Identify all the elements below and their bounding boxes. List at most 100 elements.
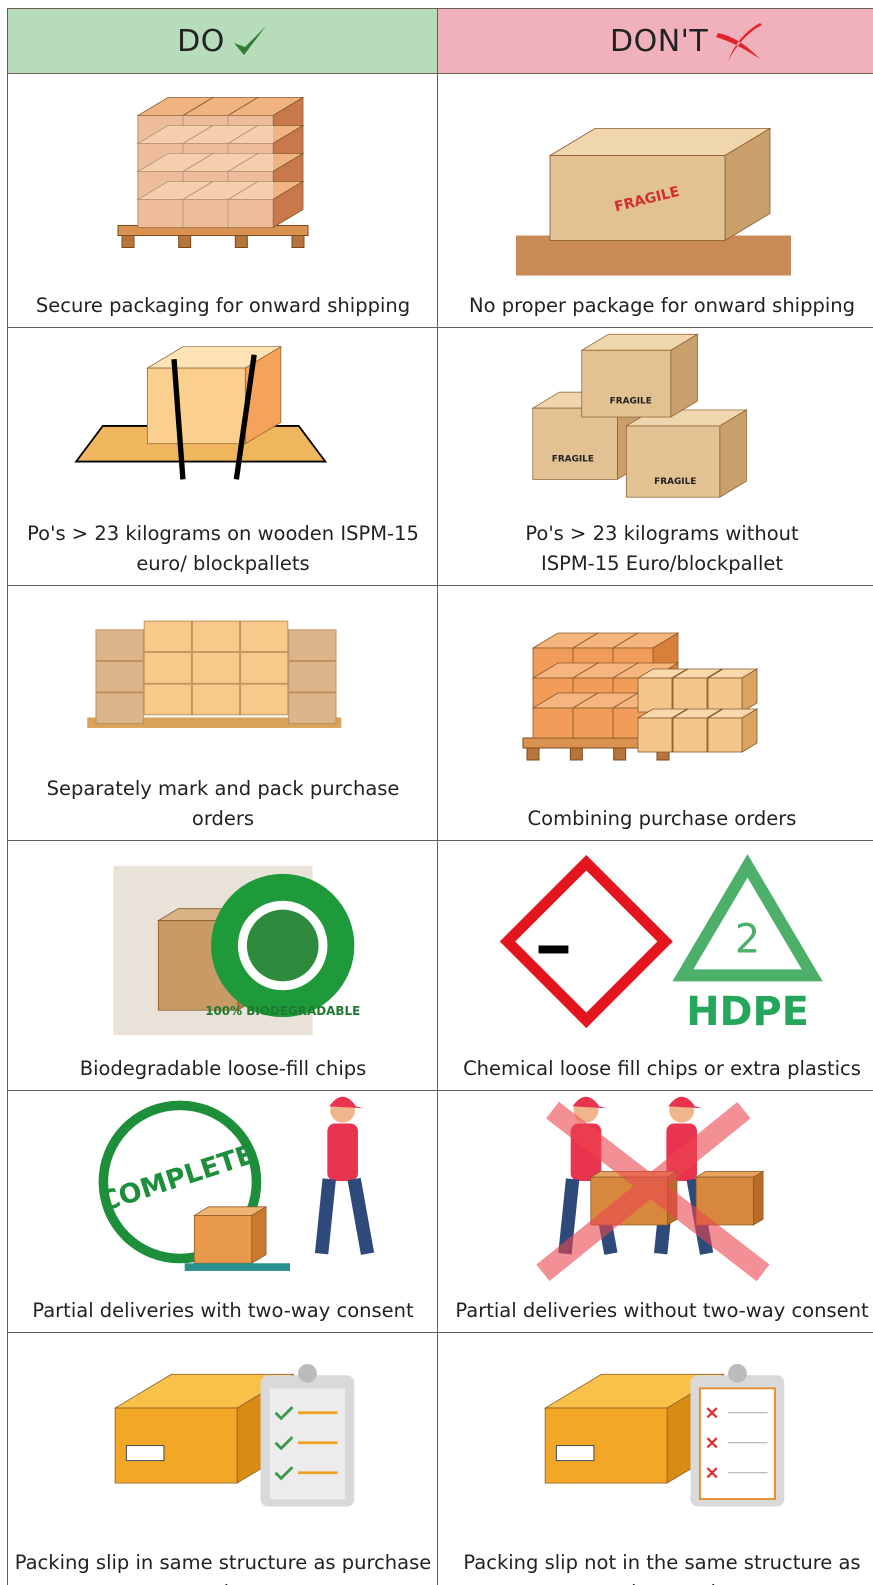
caption-line: Partial deliveries without two-way conse… <box>438 1296 873 1326</box>
carton <box>96 693 143 724</box>
pallet-block <box>179 236 191 248</box>
caption: Packing slip not in the same structure a… <box>438 1548 873 1585</box>
illustration <box>8 74 438 287</box>
caption: Partial deliveries without two-way conse… <box>438 1296 873 1326</box>
caption: Secure packaging for onward shipping <box>8 291 438 321</box>
caption-line: No proper package for onward shipping <box>438 291 873 321</box>
table-cell: Packing slip not in the same structure a… <box>437 1332 873 1585</box>
caption-line: ISPM-15 Euro/blockpallet <box>438 549 873 579</box>
pallet-block <box>570 748 582 760</box>
illustration <box>438 586 868 800</box>
caption: No proper package for onward shipping <box>438 291 873 321</box>
check-icon <box>231 23 269 59</box>
illustration: FRAGILE <box>438 74 868 287</box>
box-top <box>696 1171 763 1177</box>
table-cell: Packing slip in same structure as purcha… <box>7 1332 439 1585</box>
table-cell: Separately mark and pack purchaseorders <box>7 585 439 841</box>
pallet-block <box>614 748 626 760</box>
caption-line: Po's > 23 kilograms on wooden ISPM-15 <box>8 519 438 549</box>
barcode <box>126 1446 164 1461</box>
table-cell: Combining purchase orders <box>437 585 873 841</box>
board <box>516 236 791 276</box>
cross-icon <box>714 19 764 63</box>
wrap <box>138 116 273 228</box>
carton <box>289 630 336 661</box>
pallet-block <box>122 236 134 248</box>
carton <box>96 630 143 661</box>
caption-line: Packing slip not in the same structure a… <box>438 1548 873 1578</box>
person-cap <box>668 1097 702 1108</box>
do-title: DO <box>177 24 225 59</box>
carton <box>241 653 288 684</box>
table-cell: COMPLETE Partial deliveries with two-way … <box>7 1090 439 1333</box>
badge-core <box>247 910 319 982</box>
pallet-block <box>527 748 539 760</box>
caption-line: Chemical loose fill chips or extra plast… <box>438 1054 873 1084</box>
caption-line: euro/ blockpallets <box>8 549 438 579</box>
box-front <box>673 718 707 752</box>
illustration <box>438 1333 868 1530</box>
illustration: FRAGILE FRAGILE FRAGILE <box>438 328 868 515</box>
carton <box>192 653 239 684</box>
illustration <box>8 328 438 515</box>
page: DO DON'T Secure packaging for onward shi… <box>0 0 873 1585</box>
table-cell: 100% BIODEGRADABLE Biodegradable loose-fi… <box>7 840 439 1091</box>
person-body <box>327 1124 358 1181</box>
caption-line: Partial deliveries with two-way consent <box>8 1296 438 1326</box>
table-cell: FRAGILE No proper package for onward ship… <box>437 73 873 328</box>
box-front <box>638 718 672 752</box>
caption: Packing slip in same structure as purcha… <box>8 1548 438 1585</box>
carton <box>144 653 191 684</box>
clipboard-clip <box>298 1364 317 1383</box>
caption: Combining purchase orders <box>438 804 873 834</box>
caption-line: Separately mark and pack purchase <box>8 774 438 804</box>
carton <box>241 684 288 715</box>
dont-title: DON'T <box>610 24 708 59</box>
caption-line: Packing slip in same structure as purcha… <box>8 1548 438 1578</box>
do-header: DO <box>7 8 439 74</box>
box-front <box>638 678 672 712</box>
image-label: 100% BIODEGRADABLE <box>205 1004 360 1018</box>
carton <box>192 684 239 715</box>
carton <box>289 693 336 724</box>
box-front <box>194 1215 251 1263</box>
image-label: COMPLETE <box>96 1139 258 1218</box>
box-front <box>673 678 707 712</box>
table-cell: Secure packaging for onward shipping <box>7 73 439 328</box>
image-label: HDPE <box>686 989 809 1035</box>
table-cell: Partial deliveries without two-way conse… <box>437 1090 873 1333</box>
barcode <box>556 1446 594 1461</box>
box-front <box>573 708 613 738</box>
box-side <box>252 1207 266 1263</box>
carton <box>96 661 143 692</box>
caption-line: purchase order <box>438 1578 873 1585</box>
image-label: FRAGILE <box>610 397 652 407</box>
carton <box>144 684 191 715</box>
person-cap <box>573 1097 607 1108</box>
caption-line: orders <box>8 804 438 834</box>
caption: Partial deliveries with two-way consent <box>8 1296 438 1326</box>
caption-line: Biodegradable loose-fill chips <box>8 1054 438 1084</box>
caption-line: Po's > 23 kilograms without <box>438 519 873 549</box>
box-front <box>533 408 618 479</box>
carton <box>144 621 191 652</box>
image-label: FRAGILE <box>654 477 696 487</box>
hazard-bar <box>539 946 569 954</box>
pallet-block <box>292 236 304 248</box>
clipboard-clip <box>728 1364 747 1383</box>
illustration: 100% BIODEGRADABLE <box>8 841 438 1050</box>
caption-line: order <box>8 1578 438 1585</box>
carton <box>289 661 336 692</box>
person-legs <box>322 1179 368 1254</box>
carton <box>192 621 239 652</box>
box-front <box>582 350 671 417</box>
box-front <box>708 718 742 752</box>
box-side <box>754 1171 764 1225</box>
table-cell: FRAGILE FRAGILE FRAGILE Po's > 23 kilograms… <box>437 327 873 586</box>
person-cap <box>329 1097 363 1108</box>
table-cell: Po's > 23 kilograms on wooden ISPM-15eur… <box>7 327 439 586</box>
image-label: FRAGILE <box>552 455 594 465</box>
